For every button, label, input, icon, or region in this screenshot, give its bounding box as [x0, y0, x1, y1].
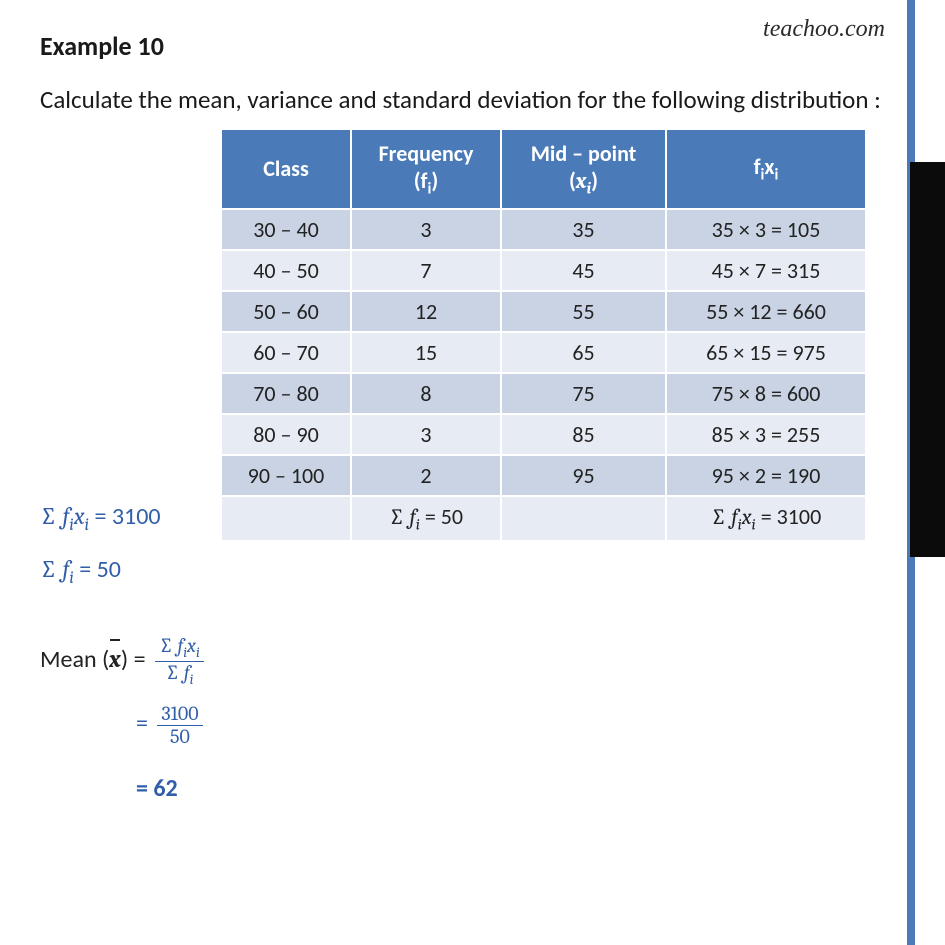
th-mid-line1: Mid – point	[531, 140, 637, 167]
watermark-text: teachoo.com	[763, 16, 885, 43]
cell-class: 30 – 40	[221, 209, 351, 250]
fi-term: fi	[62, 555, 73, 583]
table-row: 60 – 70156565 × 15 = 975	[221, 332, 866, 373]
mean-formula: Mean (x) = ∑ fixi ∑ fi	[40, 635, 905, 688]
mean-numeric: = 3100 50	[136, 701, 905, 748]
cell-mid: 95	[501, 455, 666, 496]
th-freq-close: )	[431, 167, 438, 194]
data-table-wrap: Class Frequency (fi) Mid – point (xi) fi…	[220, 128, 905, 542]
th-fixi-i2: i	[775, 166, 779, 185]
cell-freq: 15	[351, 332, 501, 373]
sigma-icon: ∑	[389, 504, 405, 530]
frac-den-value: 50	[157, 726, 202, 748]
th-midpoint: Mid – point (xi)	[501, 129, 666, 209]
th-class: Class	[221, 129, 351, 209]
fixi-term: fixi	[62, 502, 89, 530]
mean-close: ) =	[121, 645, 151, 674]
cell-freq: 8	[351, 373, 501, 414]
th-freq-line2: (f	[414, 167, 428, 194]
table-row: 30 – 4033535 × 3 = 105	[221, 209, 866, 250]
frac-num-value: 3100	[157, 703, 202, 726]
cell-class: 60 – 70	[221, 332, 351, 373]
frequency-table: Class Frequency (fi) Mid – point (xi) fi…	[220, 128, 867, 542]
cell-fixi: 65 × 15 = 975	[666, 332, 866, 373]
frac-den-symbolic: ∑ fi	[155, 662, 204, 688]
x-bar-symbol: x	[109, 637, 121, 683]
table-row: 40 – 5074545 × 7 = 315	[221, 250, 866, 291]
cell-class: 70 – 80	[221, 373, 351, 414]
cell-class: 80 – 90	[221, 414, 351, 455]
th-mid-close: )	[591, 167, 598, 194]
cell-mid: 75	[501, 373, 666, 414]
equals-sign: =	[136, 709, 153, 738]
cell-mid: 45	[501, 250, 666, 291]
cell-mid: 35	[501, 209, 666, 250]
th-frequency: Frequency (fi)	[351, 129, 501, 209]
math-working: ∑ fixi = 3100 ∑ fi = 50 Mean (x) = ∑ fix…	[40, 494, 905, 812]
cell-freq: 12	[351, 291, 501, 332]
frac-num-symbolic: ∑ fixi	[155, 635, 204, 662]
cell-fixi: 45 × 7 = 315	[666, 250, 866, 291]
cell-mid: 65	[501, 332, 666, 373]
mean-formula-fraction: ∑ fixi ∑ fi	[155, 635, 204, 688]
cell-class: 40 – 50	[221, 250, 351, 291]
question-text: Calculate the mean, variance and standar…	[40, 78, 905, 122]
th-fixi-x: x	[764, 153, 774, 180]
sum-fixi-val: = 3100	[89, 502, 160, 531]
cell-mid: 55	[501, 291, 666, 332]
th-mid-var: x	[576, 168, 587, 194]
sum-fi-line: ∑ fi = 50	[40, 547, 905, 595]
cell-fixi: 95 × 2 = 190	[666, 455, 866, 496]
cell-fixi: 35 × 3 = 105	[666, 209, 866, 250]
th-mid-open: (	[569, 167, 576, 194]
cell-class: 90 – 100	[221, 455, 351, 496]
sigma-icon: ∑	[40, 555, 57, 583]
sum-fi-value: = 50	[420, 503, 463, 530]
th-freq-line1: Frequency	[379, 140, 474, 167]
mean-label: Mean (	[40, 645, 109, 674]
fi-symbol: fi	[409, 504, 419, 530]
sigma-icon: ∑	[40, 502, 57, 530]
cell-freq: 3	[351, 209, 501, 250]
cell-mid: 85	[501, 414, 666, 455]
cell-freq: 7	[351, 250, 501, 291]
th-fixi-f: f	[754, 153, 761, 180]
table-row: 80 – 9038585 × 3 = 255	[221, 414, 866, 455]
sum-fi-val: = 50	[74, 555, 121, 584]
mean-result: = 62	[136, 766, 905, 812]
cell-fixi: 85 × 3 = 255	[666, 414, 866, 455]
cell-fixi: 75 × 8 = 600	[666, 373, 866, 414]
th-fixi: fixi	[666, 129, 866, 209]
table-row: 50 – 60125555 × 12 = 660	[221, 291, 866, 332]
fixi-symbol: fixi	[731, 504, 755, 530]
sigma-icon: ∑	[711, 504, 727, 530]
table-row: 90 – 10029595 × 2 = 190	[221, 455, 866, 496]
cell-freq: 3	[351, 414, 501, 455]
sum-fixi-value: = 3100	[756, 503, 822, 530]
cell-fixi: 55 × 12 = 660	[666, 291, 866, 332]
table-row: 70 – 8087575 × 8 = 600	[221, 373, 866, 414]
cell-class: 50 – 60	[221, 291, 351, 332]
cell-freq: 2	[351, 455, 501, 496]
mean-numeric-fraction: 3100 50	[157, 703, 202, 748]
